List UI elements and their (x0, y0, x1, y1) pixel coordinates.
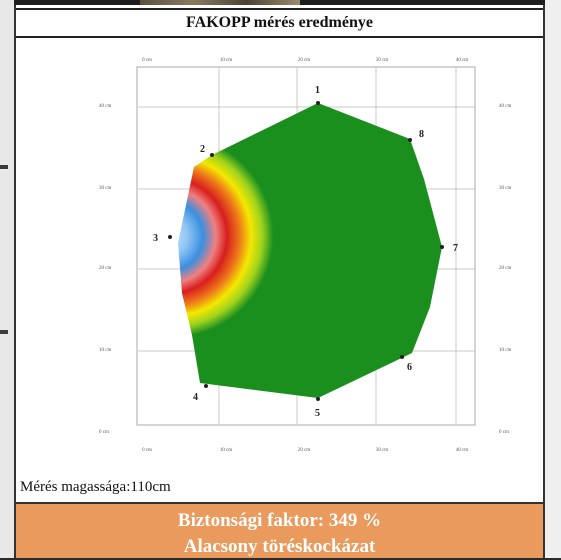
sensor-label: 6 (407, 362, 412, 373)
bottom-tick: 10 cm (220, 448, 232, 453)
bottom-tick: 40 cm (456, 448, 468, 453)
sensor-label: 1 (315, 85, 320, 96)
left-tick: 0 cm (99, 430, 109, 435)
sensor-label: 8 (419, 129, 424, 140)
report-title: FAKOPP mérés eredménye (16, 8, 543, 38)
tomogram-svg: 0 cm 10 cm 20 cm 30 cm 40 cm 0 cm 10 cm … (99, 58, 511, 453)
sensor-dot (204, 384, 208, 388)
tomogram-plot: 0 cm 10 cm 20 cm 30 cm 40 cm 0 cm 10 cm … (16, 41, 543, 477)
sensor-dot (440, 245, 444, 249)
margin-mark (0, 165, 8, 169)
sensor-label: 4 (193, 392, 198, 403)
right-tick: 20 cm (499, 266, 511, 271)
sensor-dot (316, 397, 320, 401)
sensor-label: 5 (315, 408, 320, 419)
bottom-tick: 30 cm (376, 448, 388, 453)
left-tick: 30 cm (99, 186, 111, 191)
left-tick: 40 cm (99, 104, 111, 109)
right-tick: 40 cm (499, 104, 511, 109)
sensor-dot (168, 235, 172, 239)
tree-cross-section (178, 103, 442, 398)
cropped-photo-edge (140, 0, 300, 5)
margin-mark (0, 330, 8, 334)
plot-frame (136, 66, 476, 426)
sensor-label: 7 (453, 243, 458, 254)
sensor-dot (408, 138, 412, 142)
risk-level: Alacsony töréskockázat (183, 536, 376, 557)
left-margin (0, 0, 14, 558)
right-tick: 30 cm (499, 186, 511, 191)
measurement-height: Mérés magassága:110cm (20, 479, 171, 495)
sensor-dot (316, 101, 320, 105)
top-tick: 0 cm (142, 58, 152, 63)
safety-factor: Biztonsági faktor: 349 % (177, 510, 382, 531)
result-panel: Biztonsági faktor: 349 % Alacsony törésk… (16, 502, 543, 558)
sensor-label: 3 (153, 233, 158, 244)
report-sheet: FAKOPP mérés eredménye (14, 5, 545, 558)
right-margin (545, 0, 561, 558)
bottom-tick: 0 cm (142, 448, 152, 453)
sensor-dot (400, 355, 404, 359)
sensor-label: 2 (200, 144, 205, 155)
right-tick: 0 cm (499, 430, 509, 435)
top-tick: 10 cm (220, 58, 232, 63)
sensor-dot (210, 153, 214, 157)
left-tick: 10 cm (99, 348, 111, 353)
sensor-points (168, 101, 444, 401)
bottom-tick: 20 cm (298, 448, 310, 453)
top-tick: 20 cm (298, 58, 310, 63)
top-tick: 30 cm (376, 58, 388, 63)
top-tick: 40 cm (456, 58, 468, 63)
left-tick: 20 cm (99, 266, 111, 271)
right-tick: 10 cm (499, 348, 511, 353)
